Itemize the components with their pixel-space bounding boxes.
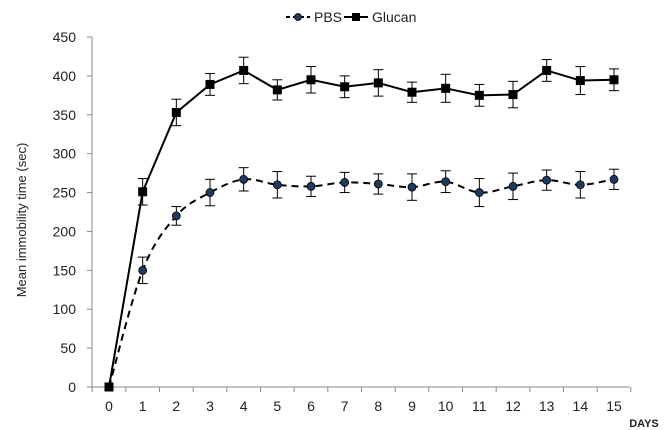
pbs-series-line	[108, 178, 615, 388]
x-tick-label: 15	[606, 398, 622, 414]
x-axis-title: DAYS	[629, 418, 659, 430]
pbs-data-point	[239, 174, 249, 184]
y-tick-label: 50	[60, 340, 76, 356]
glucan-data-point	[575, 76, 585, 86]
x-tick-label: 14	[573, 398, 589, 414]
legend: PBS Glucan	[286, 9, 416, 25]
x-tick-label: 7	[341, 398, 349, 414]
glucan-data-point	[407, 87, 417, 97]
y-tick-label: 350	[53, 107, 77, 123]
pbs-data-point	[205, 188, 215, 197]
x-tick-label: 5	[273, 398, 281, 414]
y-tick-label: 450	[53, 29, 77, 45]
pbs-data-point	[171, 211, 181, 221]
y-tick-label: 400	[53, 68, 77, 84]
x-tick-label: 8	[374, 398, 382, 414]
y-axis-title: Mean immobility time (sec)	[14, 143, 29, 298]
glucan-data-point	[609, 75, 619, 85]
glucan-data-point	[508, 90, 518, 100]
pbs-data-point	[138, 265, 148, 275]
pbs-data-point	[373, 179, 383, 189]
glucan-data-point	[373, 78, 383, 88]
x-tick-label: 10	[438, 398, 454, 414]
glucan-data-point	[104, 382, 114, 392]
pbs-data-point	[575, 180, 585, 190]
x-tick-label: 3	[206, 398, 214, 414]
y-tick-label: 300	[53, 146, 77, 162]
x-tick-label: 13	[539, 398, 555, 414]
x-tick-label: 11	[472, 398, 487, 414]
pbs-data-point	[441, 177, 451, 187]
pbs-data-point	[508, 181, 518, 191]
glucan-data-point	[205, 79, 215, 89]
glucan-series-line	[108, 69, 615, 388]
series-lines	[108, 69, 615, 388]
pbs-data-point	[340, 178, 350, 187]
glucan-data-point	[542, 65, 552, 75]
x-tick-label: 0	[105, 398, 113, 414]
glucan-data-point	[239, 65, 249, 75]
glucan-legend-label: Glucan	[372, 9, 416, 25]
pbs-data-point	[306, 181, 316, 191]
glucan-data-point	[340, 82, 350, 92]
glucan-data-point	[138, 187, 148, 197]
glucan-data-point	[441, 83, 451, 93]
x-tick-label: 6	[307, 398, 315, 414]
glucan-data-point	[171, 107, 181, 117]
error-bars	[137, 56, 619, 285]
pbs-data-point	[407, 182, 417, 192]
y-tick-label: 100	[53, 301, 77, 317]
x-tick-label: 2	[172, 398, 180, 414]
series-markers	[104, 65, 619, 392]
y-tick-label: 250	[53, 185, 77, 201]
y-tick-label: 0	[68, 379, 76, 395]
y-tick-label: 150	[53, 262, 77, 278]
x-tick-label: 1	[139, 398, 147, 414]
glucan-legend-marker	[352, 13, 360, 21]
pbs-data-point	[542, 175, 552, 185]
pbs-legend-marker	[294, 13, 302, 21]
pbs-legend-label: PBS	[314, 9, 342, 25]
glucan-data-point	[272, 85, 282, 95]
x-tick-label: 9	[408, 398, 416, 414]
y-tick-label: 200	[53, 223, 77, 239]
glucan-data-point	[306, 75, 316, 85]
x-tick-label: 4	[240, 398, 248, 414]
glucan-data-point	[474, 90, 484, 100]
pbs-data-point	[272, 180, 282, 190]
pbs-data-point	[609, 174, 619, 184]
x-tick-label: 12	[505, 398, 521, 414]
pbs-data-point	[474, 188, 484, 197]
